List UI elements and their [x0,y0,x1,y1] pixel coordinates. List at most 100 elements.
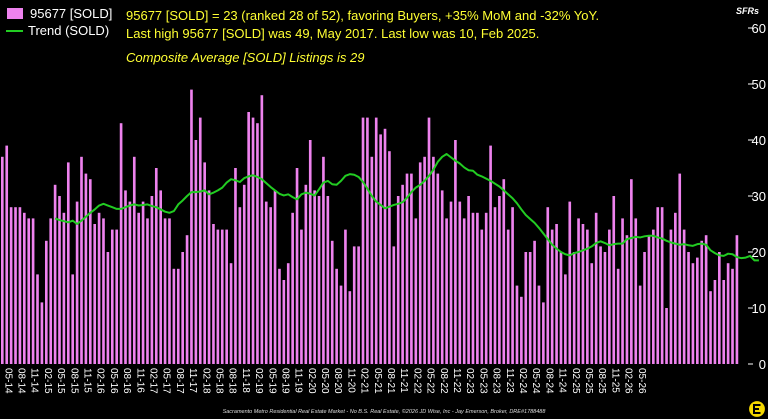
info-high-low-line: Last high 95677 [SOLD] was 49, May 2017.… [126,26,540,41]
bar [401,184,404,364]
x-tick-label: 11-15 [82,368,93,393]
bar [251,117,255,364]
bar [432,156,435,364]
x-tick-label: 02-23 [464,368,475,394]
x-tick-label: 05-16 [108,368,119,394]
legend-label-bars: 95677 [SOLD] [30,6,113,21]
y-units-label: SFRs [735,6,759,16]
bar [515,285,519,364]
bar [383,128,387,364]
bar [322,156,325,364]
x-tick-label: 08-25 [596,368,607,394]
x-tick-label: 05-26 [636,368,647,394]
bar [586,229,589,364]
y-axis: 0 10 20 30 40 50 60 [748,21,766,372]
bar [80,156,83,364]
legend-swatch-bars [6,7,24,20]
bar [58,196,61,364]
x-tick-label: 02-15 [42,368,53,394]
bar [374,117,378,364]
bar [216,229,220,364]
bar [559,252,563,364]
bar [31,218,35,364]
bar [282,280,286,364]
y-tick-label: 40 [752,133,766,148]
bar [524,252,528,364]
x-tick-label: 02-16 [95,368,106,394]
bar [207,190,211,364]
x-tick-label: 02-19 [253,368,264,394]
bar [498,196,501,364]
bar [370,156,374,364]
x-tick-label: 02-24 [517,368,528,394]
x-tick-label: 05-21 [372,368,383,394]
bar [480,229,484,364]
bar [542,302,545,364]
bar [603,252,607,364]
bar [295,168,299,364]
bar [1,156,4,364]
bar [735,235,739,364]
bar [652,229,655,364]
bar [520,296,523,364]
x-tick-label: 05-15 [55,368,66,394]
bar [146,218,149,364]
bar [550,229,554,364]
bar [238,207,242,364]
bar [691,263,695,364]
y-tick-label: 20 [752,245,766,260]
bar [18,207,22,364]
bar [247,112,250,364]
bar [88,179,92,364]
bar [291,212,294,364]
x-tick-label: 05-17 [161,368,172,394]
bar [181,252,184,364]
x-tick-label: 02-25 [570,368,581,394]
bar [414,218,418,364]
bar [159,190,162,364]
x-tick-label: 11-18 [240,368,251,393]
bar [630,179,633,364]
x-tick-label: 08-20 [332,368,343,394]
bar [718,252,721,364]
bar [348,291,352,364]
bar [379,134,382,364]
bar [352,246,356,364]
bar [62,212,66,364]
bar [212,224,215,364]
footer-credit: Sacramento Metro Residential Real Estate… [222,409,546,415]
x-axis: 05-14 08-14 11-14 02-15 05-15 08-15 11-15 02-16… [2,368,646,394]
bar [568,201,572,364]
bar [726,263,730,364]
x-tick-label: 08-14 [16,368,27,394]
bar [704,235,708,364]
x-tick-label: 08-16 [121,368,132,394]
bar [533,240,536,364]
bar [176,268,180,364]
bar [638,285,642,364]
bar [317,196,321,364]
bar [577,218,580,364]
bar [700,240,704,364]
bar [476,212,479,364]
x-tick-label: 05-20 [319,368,330,394]
bar [713,280,717,364]
bar [234,168,237,364]
x-tick-label: 11-22 [451,368,462,393]
x-tick-label: 08-15 [68,368,79,394]
x-tick-label: 05-19 [266,368,277,394]
bar [53,184,57,364]
bar [264,201,268,364]
info-panel: 95677 [SOLD] = 23 (ranked 28 of 52), fav… [126,7,599,67]
bar [546,207,550,364]
legend-swatch-trend [6,29,23,32]
bar [484,212,488,364]
bar [326,196,330,364]
bar [647,235,651,364]
bar [141,201,145,364]
bar [427,117,431,364]
bar [687,252,690,364]
x-tick-label: 11-19 [293,368,304,393]
bar [665,308,668,364]
x-tick-label: 11-24 [557,368,568,393]
